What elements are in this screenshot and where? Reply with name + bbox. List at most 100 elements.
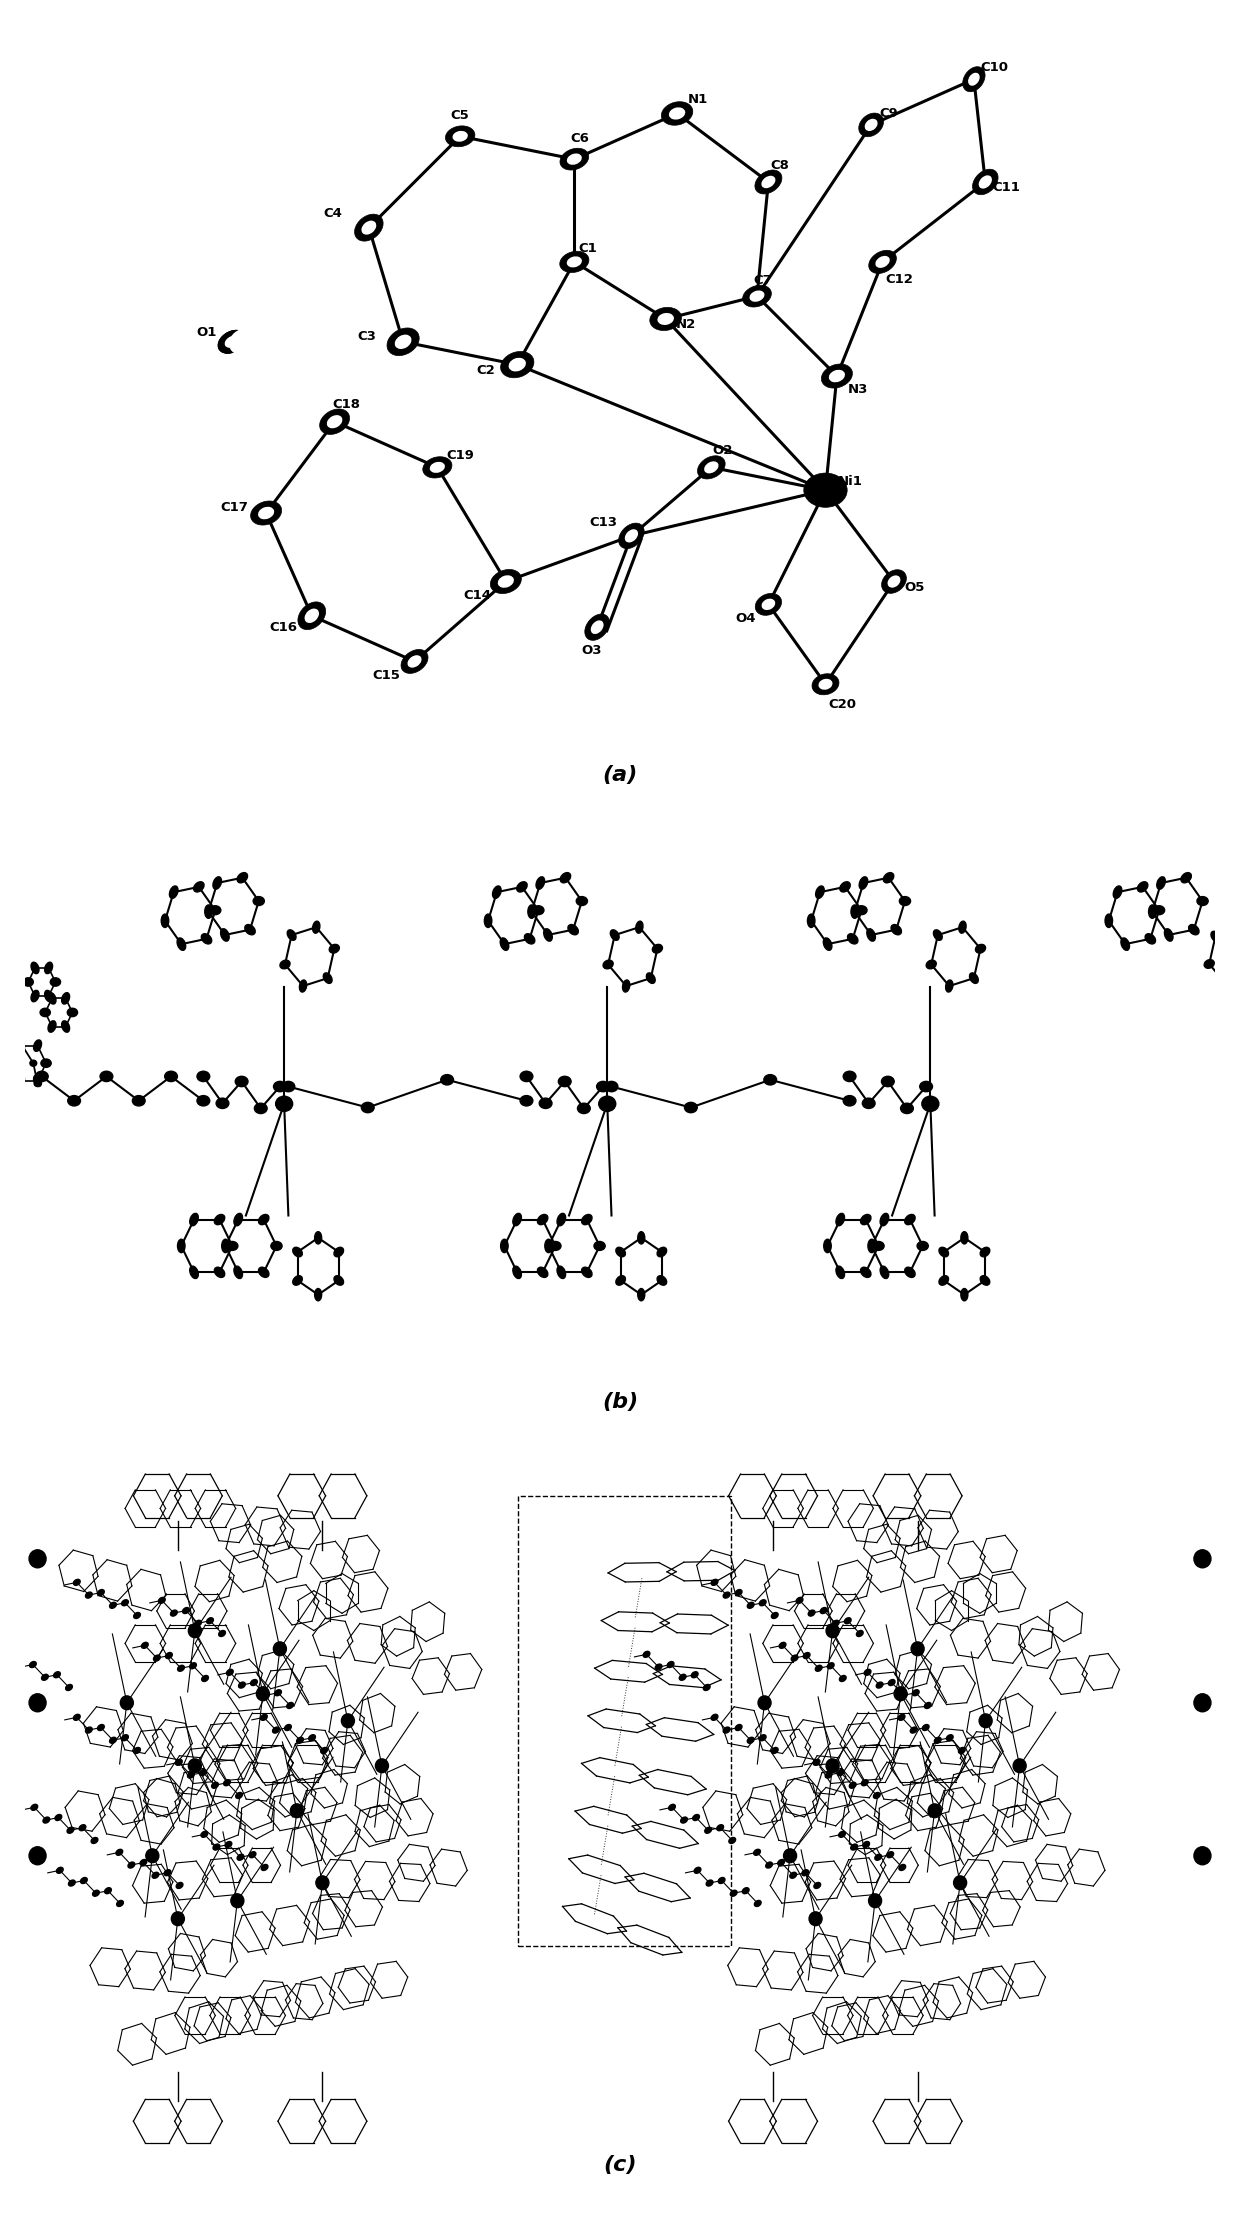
Ellipse shape bbox=[281, 1081, 295, 1092]
Text: Ni1: Ni1 bbox=[838, 474, 863, 487]
Ellipse shape bbox=[900, 1692, 908, 1699]
Ellipse shape bbox=[888, 576, 900, 587]
Ellipse shape bbox=[285, 1725, 291, 1730]
Ellipse shape bbox=[703, 1683, 711, 1690]
Ellipse shape bbox=[827, 1663, 835, 1668]
Ellipse shape bbox=[45, 961, 52, 975]
Ellipse shape bbox=[193, 882, 205, 893]
Ellipse shape bbox=[53, 1672, 61, 1677]
Ellipse shape bbox=[520, 1096, 533, 1105]
Ellipse shape bbox=[655, 1663, 662, 1670]
Ellipse shape bbox=[843, 1096, 856, 1105]
Ellipse shape bbox=[286, 1703, 294, 1708]
Text: O2: O2 bbox=[713, 443, 733, 456]
Ellipse shape bbox=[935, 1737, 941, 1743]
Ellipse shape bbox=[24, 977, 33, 986]
Ellipse shape bbox=[862, 1099, 875, 1108]
Circle shape bbox=[868, 1894, 882, 1907]
Ellipse shape bbox=[939, 1247, 949, 1256]
Ellipse shape bbox=[804, 1652, 810, 1659]
Ellipse shape bbox=[766, 1863, 773, 1867]
Ellipse shape bbox=[735, 1725, 742, 1730]
Ellipse shape bbox=[525, 935, 534, 944]
Ellipse shape bbox=[568, 924, 578, 935]
Ellipse shape bbox=[324, 972, 332, 983]
Ellipse shape bbox=[913, 1690, 919, 1697]
Ellipse shape bbox=[875, 1854, 882, 1861]
Ellipse shape bbox=[190, 1214, 198, 1225]
Ellipse shape bbox=[812, 673, 839, 696]
Ellipse shape bbox=[197, 1072, 210, 1081]
Ellipse shape bbox=[177, 1666, 185, 1672]
Ellipse shape bbox=[109, 1737, 117, 1743]
Ellipse shape bbox=[229, 328, 258, 354]
Ellipse shape bbox=[754, 1850, 760, 1856]
Ellipse shape bbox=[45, 990, 52, 1001]
Ellipse shape bbox=[1145, 935, 1156, 944]
Ellipse shape bbox=[210, 906, 221, 915]
Ellipse shape bbox=[315, 1232, 321, 1245]
Ellipse shape bbox=[925, 1703, 931, 1708]
Ellipse shape bbox=[315, 1289, 321, 1300]
Ellipse shape bbox=[843, 1072, 856, 1081]
Ellipse shape bbox=[293, 1276, 303, 1285]
Ellipse shape bbox=[1189, 924, 1199, 935]
Text: C8: C8 bbox=[770, 159, 789, 173]
Ellipse shape bbox=[234, 1214, 243, 1225]
Ellipse shape bbox=[862, 1779, 868, 1785]
Ellipse shape bbox=[128, 1863, 135, 1867]
Ellipse shape bbox=[910, 1728, 918, 1732]
Ellipse shape bbox=[258, 1214, 269, 1225]
Ellipse shape bbox=[453, 131, 467, 142]
Ellipse shape bbox=[236, 1076, 248, 1088]
Ellipse shape bbox=[808, 1610, 815, 1617]
Ellipse shape bbox=[684, 1103, 697, 1112]
Text: C15: C15 bbox=[372, 669, 401, 682]
Circle shape bbox=[1194, 1694, 1211, 1712]
Ellipse shape bbox=[41, 1059, 51, 1068]
Ellipse shape bbox=[109, 1601, 117, 1608]
Ellipse shape bbox=[921, 1096, 939, 1112]
Ellipse shape bbox=[500, 937, 508, 950]
Ellipse shape bbox=[704, 461, 718, 474]
Ellipse shape bbox=[334, 1276, 343, 1285]
Ellipse shape bbox=[668, 1805, 676, 1810]
Ellipse shape bbox=[165, 1072, 177, 1081]
Ellipse shape bbox=[887, 1852, 894, 1858]
Ellipse shape bbox=[445, 126, 475, 146]
Ellipse shape bbox=[761, 598, 775, 609]
Ellipse shape bbox=[567, 153, 582, 164]
Text: C11: C11 bbox=[992, 182, 1019, 195]
Ellipse shape bbox=[48, 992, 56, 1003]
Ellipse shape bbox=[321, 1748, 327, 1754]
Ellipse shape bbox=[557, 1267, 565, 1278]
Text: C7: C7 bbox=[754, 275, 773, 286]
Ellipse shape bbox=[104, 1887, 112, 1894]
Ellipse shape bbox=[68, 1881, 76, 1885]
Circle shape bbox=[826, 1759, 839, 1772]
Ellipse shape bbox=[712, 1714, 718, 1721]
Circle shape bbox=[1194, 1550, 1211, 1568]
Ellipse shape bbox=[567, 257, 582, 268]
Ellipse shape bbox=[216, 1099, 229, 1108]
Text: N2: N2 bbox=[676, 319, 697, 332]
Ellipse shape bbox=[280, 959, 290, 968]
Ellipse shape bbox=[899, 1865, 905, 1869]
Ellipse shape bbox=[959, 921, 966, 933]
Text: (c): (c) bbox=[603, 2155, 637, 2175]
Ellipse shape bbox=[250, 501, 281, 525]
Ellipse shape bbox=[844, 1617, 851, 1624]
Circle shape bbox=[980, 1714, 992, 1728]
Ellipse shape bbox=[821, 363, 852, 388]
Ellipse shape bbox=[657, 312, 673, 326]
Ellipse shape bbox=[134, 1748, 140, 1754]
Ellipse shape bbox=[30, 1061, 37, 1065]
Ellipse shape bbox=[92, 1838, 98, 1843]
Ellipse shape bbox=[558, 1076, 572, 1088]
Text: C1: C1 bbox=[579, 241, 598, 255]
Ellipse shape bbox=[959, 1748, 965, 1754]
Ellipse shape bbox=[978, 175, 992, 188]
Ellipse shape bbox=[273, 1728, 279, 1732]
Ellipse shape bbox=[859, 877, 868, 888]
Ellipse shape bbox=[16, 1039, 25, 1052]
